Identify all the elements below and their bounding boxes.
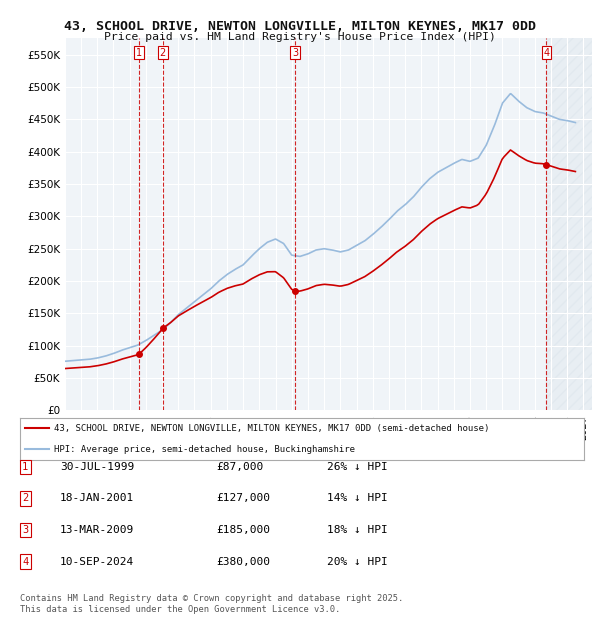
Text: 1: 1 (136, 48, 142, 58)
Text: 14% ↓ HPI: 14% ↓ HPI (327, 494, 388, 503)
Text: 4: 4 (544, 48, 550, 58)
Text: Contains HM Land Registry data © Crown copyright and database right 2025.
This d: Contains HM Land Registry data © Crown c… (20, 595, 403, 614)
Text: 1: 1 (22, 462, 28, 472)
Bar (547, 38, 592, 410)
Text: £127,000: £127,000 (216, 494, 270, 503)
Text: 2: 2 (22, 494, 28, 503)
Text: 43, SCHOOL DRIVE, NEWTON LONGVILLE, MILTON KEYNES, MK17 0DD: 43, SCHOOL DRIVE, NEWTON LONGVILLE, MILT… (64, 20, 536, 33)
Text: Price paid vs. HM Land Registry's House Price Index (HPI): Price paid vs. HM Land Registry's House … (104, 32, 496, 42)
Text: 4: 4 (22, 557, 28, 567)
Text: 20% ↓ HPI: 20% ↓ HPI (327, 557, 388, 567)
Text: 26% ↓ HPI: 26% ↓ HPI (327, 462, 388, 472)
Text: 43, SCHOOL DRIVE, NEWTON LONGVILLE, MILTON KEYNES, MK17 0DD (semi-detached house: 43, SCHOOL DRIVE, NEWTON LONGVILLE, MILT… (53, 424, 489, 433)
Text: £87,000: £87,000 (216, 462, 263, 472)
Text: 2: 2 (160, 48, 166, 58)
Text: 3: 3 (292, 48, 298, 58)
Text: 18-JAN-2001: 18-JAN-2001 (60, 494, 134, 503)
Text: 30-JUL-1999: 30-JUL-1999 (60, 462, 134, 472)
Text: 13-MAR-2009: 13-MAR-2009 (60, 525, 134, 535)
Text: 18% ↓ HPI: 18% ↓ HPI (327, 525, 388, 535)
Text: £380,000: £380,000 (216, 557, 270, 567)
Text: HPI: Average price, semi-detached house, Buckinghamshire: HPI: Average price, semi-detached house,… (53, 445, 355, 454)
Text: £185,000: £185,000 (216, 525, 270, 535)
Text: 3: 3 (22, 525, 28, 535)
Text: 10-SEP-2024: 10-SEP-2024 (60, 557, 134, 567)
